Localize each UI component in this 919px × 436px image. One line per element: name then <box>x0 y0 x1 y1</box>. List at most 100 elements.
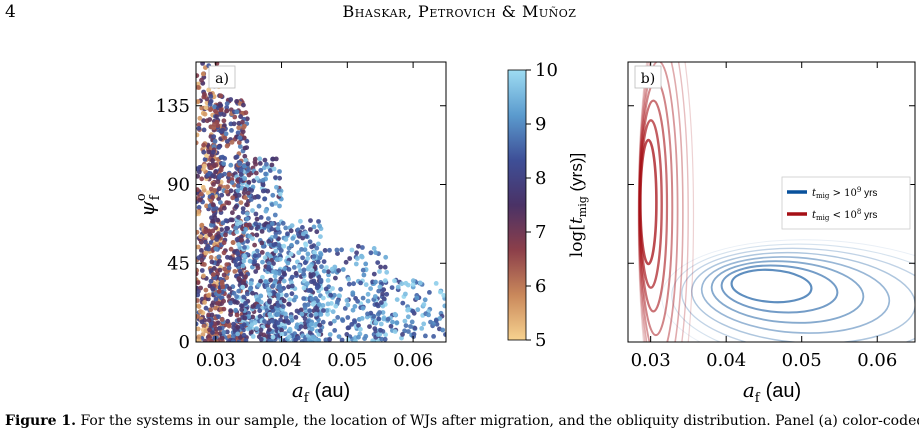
scatter-point <box>201 127 207 133</box>
scatter-point <box>212 215 218 220</box>
scatter-point <box>219 279 225 285</box>
scatter-point <box>236 242 242 247</box>
scatter-point <box>345 302 351 308</box>
scatter-point <box>415 307 421 313</box>
scatter-point <box>210 202 216 208</box>
scatter-point <box>250 236 255 242</box>
scatter-point <box>327 332 333 337</box>
scatter-point <box>197 197 203 203</box>
scatter-point <box>238 114 243 119</box>
scatter-point <box>236 288 242 294</box>
scatter-point <box>302 260 308 266</box>
scatter-point <box>440 327 446 333</box>
scatter-point <box>291 297 297 303</box>
x-tick-label: 0.04 <box>706 350 746 371</box>
scatter-point <box>345 325 351 331</box>
scatter-point <box>264 161 269 167</box>
scatter-point <box>338 286 343 292</box>
scatter-point <box>271 261 276 266</box>
scatter-point <box>203 250 209 256</box>
svg-text:log[tmig (yrs)]: log[tmig (yrs)] <box>567 153 589 257</box>
scatter-point <box>215 300 221 306</box>
scatter-point <box>221 112 227 118</box>
scatter-point <box>335 315 341 320</box>
scatter-point <box>202 111 208 117</box>
scatter-point <box>196 304 202 309</box>
scatter-point <box>225 318 231 324</box>
scatter-point <box>236 317 242 323</box>
scatter-point <box>256 253 262 258</box>
colorbar-tick-label: 8 <box>535 168 546 189</box>
scatter-point <box>196 314 201 319</box>
scatter-point <box>257 156 263 162</box>
scatter-point <box>258 336 264 342</box>
scatter-point <box>203 239 208 245</box>
scatter-point <box>199 268 205 273</box>
scatter-point <box>389 285 395 290</box>
scatter-point <box>422 297 428 303</box>
scatter-point <box>305 302 311 307</box>
scatter-point <box>266 239 272 244</box>
scatter-point <box>317 223 322 229</box>
scatter-point <box>380 291 385 297</box>
scatter-point <box>201 273 206 279</box>
colorbar-label-unit: (yrs)] <box>567 153 586 196</box>
scatter-point <box>230 333 236 339</box>
scatter-point <box>223 131 229 137</box>
scatter-point <box>381 296 387 302</box>
plot-frame-a <box>195 61 447 343</box>
scatter-point <box>258 167 264 173</box>
scatter-point <box>360 295 366 301</box>
scatter-point <box>232 269 238 274</box>
scatter-point <box>249 188 254 193</box>
scatter-point <box>236 214 241 220</box>
scatter-point <box>205 190 211 196</box>
scatter-point <box>285 260 291 266</box>
scatter-point <box>289 291 295 297</box>
scatter-point <box>228 162 234 168</box>
scatter-point <box>382 264 388 270</box>
xlabel-b-unit: (au) <box>766 380 802 402</box>
svg-text:ψof: ψof <box>134 193 163 217</box>
scatter-point <box>277 203 282 209</box>
scatter-point <box>211 134 217 139</box>
scatter-point <box>431 334 436 339</box>
scatter-point <box>298 218 303 224</box>
scatter-point <box>196 73 200 78</box>
scatter-point <box>236 125 242 131</box>
scatter-point <box>270 192 276 198</box>
scatter-point <box>309 296 315 302</box>
scatter-point <box>262 157 268 163</box>
scatter-point <box>359 254 365 260</box>
scatter-point <box>220 127 226 133</box>
scatter-point <box>324 308 330 313</box>
scatter-point <box>231 321 236 327</box>
scatter-point <box>216 289 222 294</box>
scatter-point <box>243 157 249 163</box>
scatter-point <box>241 258 247 264</box>
scatter-point <box>253 211 259 217</box>
scatter-point <box>246 310 251 316</box>
scatter-point <box>403 323 409 328</box>
scatter-point <box>273 270 279 276</box>
scatter-point <box>245 161 251 167</box>
scatter-point <box>206 87 212 93</box>
scatter-point <box>196 173 200 179</box>
scatter-point <box>215 217 221 223</box>
scatter-point <box>253 170 259 176</box>
scatter-point <box>238 220 243 226</box>
scatter-point <box>333 275 338 281</box>
y-tick-label: 90 <box>167 175 190 196</box>
scatter-point <box>339 247 344 253</box>
panel-label-box-a <box>208 65 236 89</box>
x-tick-label: 0.05 <box>327 350 367 371</box>
scatter-point <box>223 232 228 238</box>
scatter-point <box>260 274 265 280</box>
scatter-point <box>216 186 222 192</box>
scatter-point <box>256 282 261 288</box>
scatter-point <box>423 333 428 339</box>
scatter-point <box>231 325 236 331</box>
scatter-point <box>211 272 216 277</box>
scatter-point <box>297 268 303 274</box>
scatter-point <box>217 326 222 331</box>
